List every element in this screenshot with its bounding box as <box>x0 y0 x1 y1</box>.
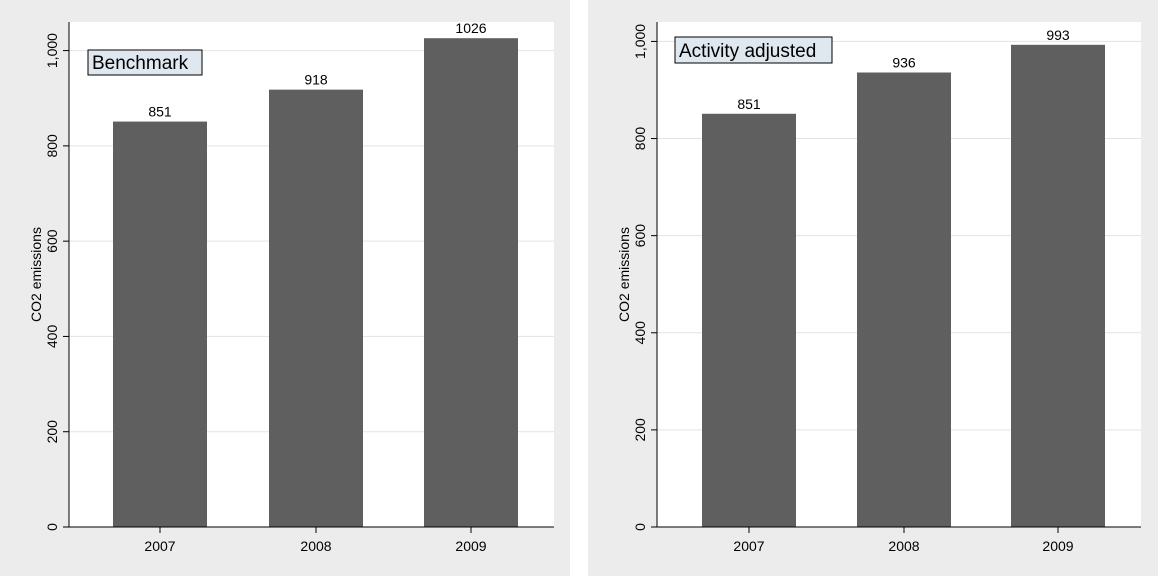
bar <box>857 72 951 527</box>
y-tick-label: 1,000 <box>632 24 648 59</box>
y-tick-label: 200 <box>632 418 648 442</box>
bar-value-label: 851 <box>737 96 761 112</box>
y-tick-label: 400 <box>44 325 60 349</box>
bar-value-label: 936 <box>892 55 916 71</box>
bar <box>424 38 518 527</box>
x-tick-label: 2008 <box>300 538 331 554</box>
chart-panel-benchmark: 0 200 400 600 800 1,000 2007 2008 2009 851 918 1026… <box>0 0 570 576</box>
y-tick-label: 800 <box>632 127 648 151</box>
chart-title: Benchmark <box>92 53 189 74</box>
x-tick-label: 2008 <box>888 538 919 554</box>
chart-title: Activity adjusted <box>679 41 816 62</box>
chart-benchmark: 0 200 400 600 800 1,000 2007 2008 2009 851 918 1026… <box>0 0 570 576</box>
bar <box>702 113 796 527</box>
x-tick-label: 2007 <box>144 538 175 554</box>
chart-panel-activity-adjusted: 0 200 400 600 800 1,000 2007 2008 2009 851 936 993 C… <box>588 0 1158 576</box>
y-axis-title: CO2 emissions <box>616 227 632 322</box>
x-tick-label: 2007 <box>733 538 764 554</box>
title-box <box>87 49 203 76</box>
bar-value-label: 993 <box>1046 27 1070 43</box>
y-tick-label: 800 <box>44 134 60 158</box>
title-box <box>674 36 833 64</box>
bar-value-label: 851 <box>148 104 172 120</box>
y-tick-label: 200 <box>44 420 60 444</box>
y-tick-label: 1,000 <box>44 33 60 68</box>
bar-value-label: 918 <box>304 72 328 88</box>
x-tick-label: 2009 <box>455 538 486 554</box>
bar <box>113 121 207 528</box>
y-axis-title: CO2 emissions <box>28 227 44 322</box>
y-tick-label: 0 <box>44 523 60 531</box>
bar <box>1011 44 1105 528</box>
bar <box>269 89 363 527</box>
y-tick-label: 600 <box>632 224 648 248</box>
y-tick-label: 600 <box>44 229 60 253</box>
x-tick-label: 2009 <box>1042 538 1073 554</box>
y-tick-label: 0 <box>632 523 648 531</box>
y-tick-label: 400 <box>632 321 648 345</box>
chart-activity-adjusted: 0 200 400 600 800 1,000 2007 2008 2009 851 936 993 C… <box>588 0 1158 576</box>
bar-value-label: 1026 <box>455 20 486 36</box>
